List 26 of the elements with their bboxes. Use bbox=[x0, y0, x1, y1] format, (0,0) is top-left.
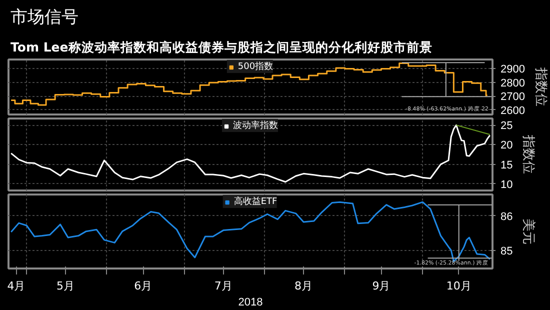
y-axis-title: 美元 bbox=[520, 218, 537, 244]
legend-label: 高收益ETF bbox=[234, 196, 278, 208]
y-axis-title: 指数位 bbox=[520, 134, 536, 174]
chart-title: 市场信号 bbox=[10, 8, 78, 28]
legend-label: 波动率指数 bbox=[233, 120, 278, 132]
y-tick-label: 2600 bbox=[500, 104, 525, 117]
y-tick-label: 2800 bbox=[500, 77, 525, 90]
x-tick-label: 8月 bbox=[294, 280, 313, 292]
legend-label: 500指数 bbox=[238, 60, 274, 73]
x-tick-label: 6月 bbox=[134, 280, 152, 292]
y-tick-label: 10 bbox=[500, 178, 513, 191]
y-tick-label: 85 bbox=[500, 245, 513, 258]
x-tick-label: 9月 bbox=[372, 280, 390, 292]
y-tick-label: 15 bbox=[500, 159, 513, 172]
x-tick-label: 10月 bbox=[446, 280, 472, 292]
y-tick-label: 2700 bbox=[500, 91, 525, 104]
y-axis-title: 指数位 bbox=[532, 66, 548, 106]
x-tick-label: 7月 bbox=[214, 280, 232, 292]
y-tick-label: 20 bbox=[500, 140, 513, 152]
x-axis-title: 2018 bbox=[238, 296, 263, 308]
y-tick-label: 25 bbox=[500, 120, 513, 132]
x-tick-label: 5月 bbox=[56, 280, 74, 292]
y-tick-label: 2900 bbox=[500, 64, 525, 76]
chart-subtitle: Tom Lee称波动率指数和高收益债券与股指之间呈现的分化利好股市前景 bbox=[10, 40, 432, 54]
x-tick-label: 4月 bbox=[7, 280, 26, 292]
y-tick-label: 86 bbox=[500, 210, 513, 223]
